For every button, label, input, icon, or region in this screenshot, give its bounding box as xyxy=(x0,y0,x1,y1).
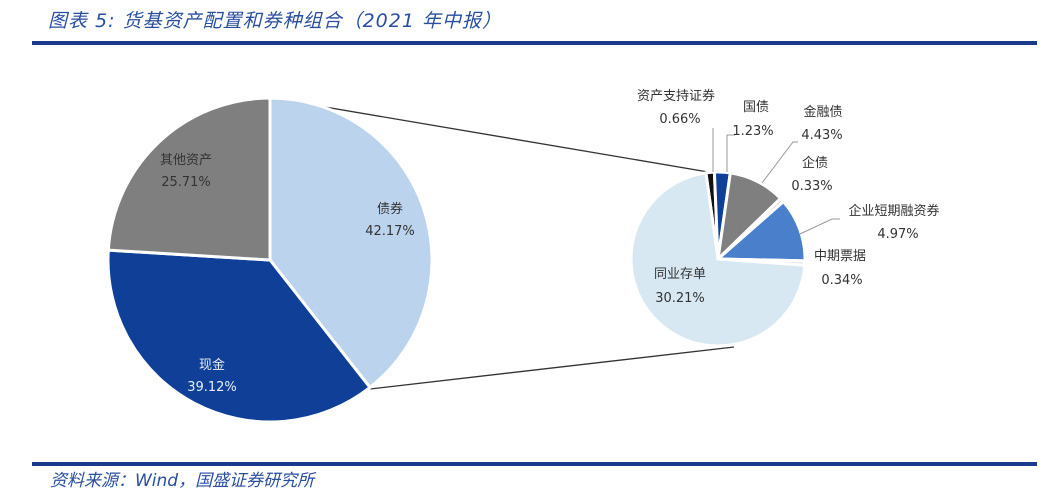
slice-label-value: 4.43% xyxy=(801,128,842,143)
asset-allocation-pie xyxy=(106,96,434,424)
slice-label-value: 0.66% xyxy=(659,112,700,127)
slice-label-name: 企债 xyxy=(802,155,828,171)
slice-label-name: 现金 xyxy=(199,357,225,373)
slice-label-value: 4.97% xyxy=(877,227,918,242)
slice-label-value: 39.12% xyxy=(187,380,237,395)
bond-breakdown-labels: 资产支持证券 0.66% 国债 1.23% 金融债 4.43% 企债 0.33% 企业短期融资券… xyxy=(637,88,940,306)
pie-slice xyxy=(268,96,434,390)
slice-label-value: 25.71% xyxy=(161,175,211,190)
slice-label-name: 企业短期融资券 xyxy=(848,203,939,219)
figure-title: 图表 5: 货基资产配置和券种组合（2021 年中报） xyxy=(48,10,502,32)
source-note: 资料来源：Wind，国盛证券研究所 xyxy=(50,471,315,491)
slice-label-value: 42.17% xyxy=(365,224,415,239)
slice-label-value: 30.21% xyxy=(655,291,705,306)
slice-label-name: 金融债 xyxy=(803,104,842,120)
slice-label-name: 同业存单 xyxy=(654,267,706,282)
pie-slice xyxy=(629,171,807,348)
asset-allocation-labels: 债券 42.17% 现金 39.12% 其他资产 25.71% xyxy=(160,153,415,395)
pie-slice xyxy=(106,248,373,424)
slice-label-name: 国债 xyxy=(743,100,769,115)
slice-label-name: 其他资产 xyxy=(160,153,212,168)
leader-lines xyxy=(712,128,840,235)
slice-label-name: 资产支持证券 xyxy=(637,88,715,104)
pie-slice xyxy=(106,96,272,262)
slice-label-name: 中期票据 xyxy=(814,249,866,264)
top-rule xyxy=(32,41,1037,45)
slice-label-name: 债券 xyxy=(377,201,403,217)
slice-label-value: 1.23% xyxy=(732,124,773,139)
bond-breakdown-pie xyxy=(629,170,807,348)
bottom-rule xyxy=(32,462,1037,466)
slice-label-value: 0.34% xyxy=(821,273,862,288)
slice-label-value: 0.33% xyxy=(791,179,832,194)
connector-lines xyxy=(271,97,735,390)
